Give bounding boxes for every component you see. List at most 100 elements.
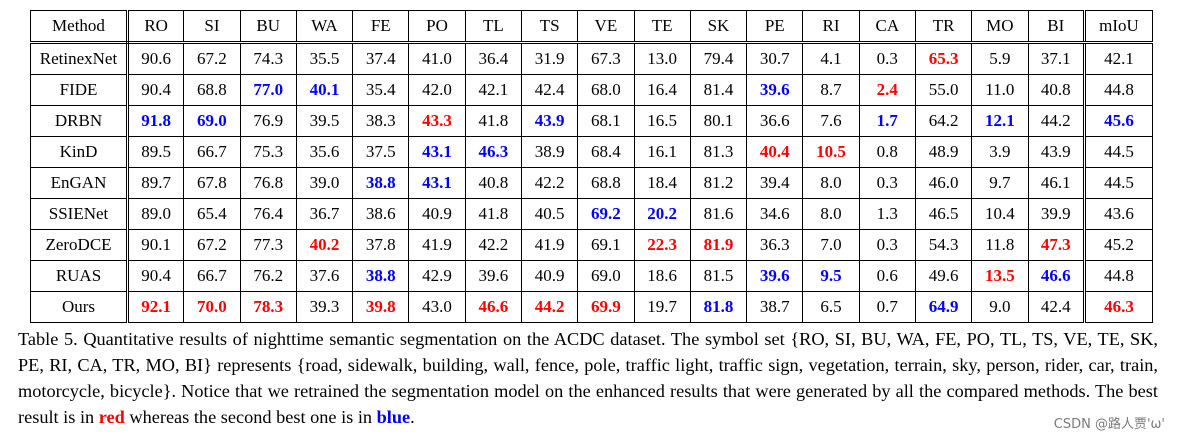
value-cell: 46.3 xyxy=(464,136,522,168)
header-cell: BI xyxy=(1027,10,1085,44)
header-cell: Method xyxy=(30,10,129,44)
value-cell: 35.5 xyxy=(295,42,354,75)
value-cell: 2.4 xyxy=(858,74,916,106)
value-cell: 9.7 xyxy=(971,167,1029,199)
value-cell: 37.6 xyxy=(295,260,354,292)
header-cell: mIoU xyxy=(1083,10,1153,44)
value-cell: 10.4 xyxy=(971,198,1029,230)
header-cell: SI xyxy=(183,10,241,44)
value-cell: 44.2 xyxy=(1027,105,1085,137)
value-cell: 66.7 xyxy=(183,136,241,168)
table-row: RUAS 90.4 66.7 76.2 37.6 38.8 42.9 39.6 40.9 69.0… xyxy=(30,260,1153,292)
value-cell: 46.5 xyxy=(914,198,973,230)
value-cell: 44.5 xyxy=(1083,167,1153,199)
value-cell: 7.0 xyxy=(802,229,860,261)
header-cell: RO xyxy=(126,10,185,44)
value-cell: 69.0 xyxy=(183,105,241,137)
value-cell: 38.7 xyxy=(746,291,804,323)
table-row: SSIENet 89.0 65.4 76.4 36.7 38.6 40.9 41.8 40.5 6… xyxy=(30,198,1153,230)
header-cell: FE xyxy=(352,10,410,44)
results-table-body: Method RO SI BU WA FE PO TL TS VE TE SK PE RI CA TR MO BI… xyxy=(30,10,1153,323)
header-cell: RI xyxy=(802,10,860,44)
value-cell: 67.2 xyxy=(183,42,241,75)
value-cell: 8.0 xyxy=(802,167,860,199)
value-cell: 16.5 xyxy=(633,105,691,137)
value-cell: 0.3 xyxy=(858,229,916,261)
header-cell: PO xyxy=(408,10,466,44)
value-cell: 67.8 xyxy=(183,167,241,199)
value-cell: 39.5 xyxy=(295,105,354,137)
value-cell: 8.0 xyxy=(802,198,860,230)
value-cell: 76.9 xyxy=(239,105,297,137)
value-cell: 39.6 xyxy=(746,260,804,292)
value-cell: 1.3 xyxy=(858,198,916,230)
value-cell: 75.3 xyxy=(239,136,297,168)
value-cell: 64.9 xyxy=(914,291,973,323)
value-cell: 35.6 xyxy=(295,136,354,168)
value-cell: 40.4 xyxy=(746,136,804,168)
value-cell: 69.0 xyxy=(577,260,635,292)
value-cell: 40.2 xyxy=(295,229,354,261)
header-cell: TS xyxy=(520,10,579,44)
value-cell: 4.1 xyxy=(802,42,860,75)
results-table: Method RO SI BU WA FE PO TL TS VE TE SK PE RI CA TR MO BI… xyxy=(30,10,1153,323)
value-cell: 76.2 xyxy=(239,260,297,292)
value-cell: 37.4 xyxy=(352,42,410,75)
value-cell: 68.4 xyxy=(577,136,635,168)
value-cell: 79.4 xyxy=(689,42,748,75)
table-header-row: Method RO SI BU WA FE PO TL TS VE TE SK PE RI CA TR MO BI… xyxy=(30,10,1153,44)
value-cell: 48.9 xyxy=(914,136,973,168)
value-cell: 37.1 xyxy=(1027,42,1085,75)
header-cell: SK xyxy=(689,10,748,44)
value-cell: 68.8 xyxy=(577,167,635,199)
value-cell: 12.1 xyxy=(971,105,1029,137)
value-cell: 38.9 xyxy=(520,136,579,168)
value-cell: 5.9 xyxy=(971,42,1029,75)
value-cell: 42.1 xyxy=(464,74,522,106)
table-row: DRBN 91.8 69.0 76.9 39.5 38.3 43.3 41.8 43.9 68.1… xyxy=(30,105,1153,137)
value-cell: 81.5 xyxy=(689,260,748,292)
value-cell: 11.8 xyxy=(971,229,1029,261)
value-cell: 43.6 xyxy=(1083,198,1153,230)
value-cell: 18.4 xyxy=(633,167,691,199)
value-cell: 80.1 xyxy=(689,105,748,137)
caption-text-2: whereas the second best one is in xyxy=(124,407,377,427)
value-cell: 36.3 xyxy=(746,229,804,261)
value-cell: 43.3 xyxy=(408,105,466,137)
value-cell: 67.2 xyxy=(183,229,241,261)
value-cell: 77.0 xyxy=(239,74,297,106)
value-cell: 42.4 xyxy=(1027,291,1085,323)
value-cell: 9.5 xyxy=(802,260,860,292)
method-cell: KinD xyxy=(30,136,129,168)
header-cell: TE xyxy=(633,10,691,44)
method-cell: RetinexNet xyxy=(30,42,129,75)
value-cell: 39.4 xyxy=(746,167,804,199)
value-cell: 46.0 xyxy=(914,167,973,199)
value-cell: 37.8 xyxy=(352,229,410,261)
caption-blue-word: blue xyxy=(376,407,411,427)
method-cell: SSIENet xyxy=(30,198,129,230)
value-cell: 30.7 xyxy=(746,42,804,75)
value-cell: 68.1 xyxy=(577,105,635,137)
value-cell: 31.9 xyxy=(520,42,579,75)
value-cell: 1.7 xyxy=(858,105,916,137)
value-cell: 39.8 xyxy=(352,291,410,323)
value-cell: 43.1 xyxy=(408,136,466,168)
table-row: FIDE 90.4 68.8 77.0 40.1 35.4 42.0 42.1 42.4 68.0… xyxy=(30,74,1153,106)
value-cell: 40.9 xyxy=(408,198,466,230)
value-cell: 81.4 xyxy=(689,74,748,106)
value-cell: 90.1 xyxy=(126,229,185,261)
value-cell: 55.0 xyxy=(914,74,973,106)
value-cell: 45.2 xyxy=(1083,229,1153,261)
value-cell: 38.8 xyxy=(352,260,410,292)
value-cell: 42.4 xyxy=(520,74,579,106)
value-cell: 22.3 xyxy=(633,229,691,261)
value-cell: 81.6 xyxy=(689,198,748,230)
value-cell: 42.9 xyxy=(408,260,466,292)
value-cell: 7.6 xyxy=(802,105,860,137)
table-row: KinD 89.5 66.7 75.3 35.6 37.5 43.1 46.3 38.9 68.4… xyxy=(30,136,1153,168)
header-cell: VE xyxy=(577,10,635,44)
value-cell: 81.2 xyxy=(689,167,748,199)
value-cell: 0.6 xyxy=(858,260,916,292)
value-cell: 74.3 xyxy=(239,42,297,75)
